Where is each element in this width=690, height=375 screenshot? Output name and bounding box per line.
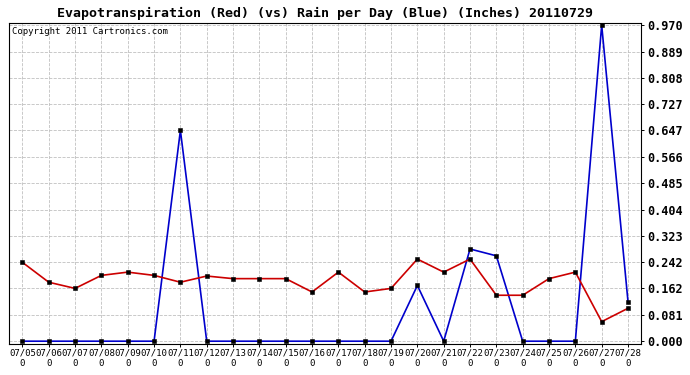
Text: Copyright 2011 Cartronics.com: Copyright 2011 Cartronics.com: [12, 27, 168, 36]
Title: Evapotranspiration (Red) (vs) Rain per Day (Blue) (Inches) 20110729: Evapotranspiration (Red) (vs) Rain per D…: [57, 7, 593, 20]
